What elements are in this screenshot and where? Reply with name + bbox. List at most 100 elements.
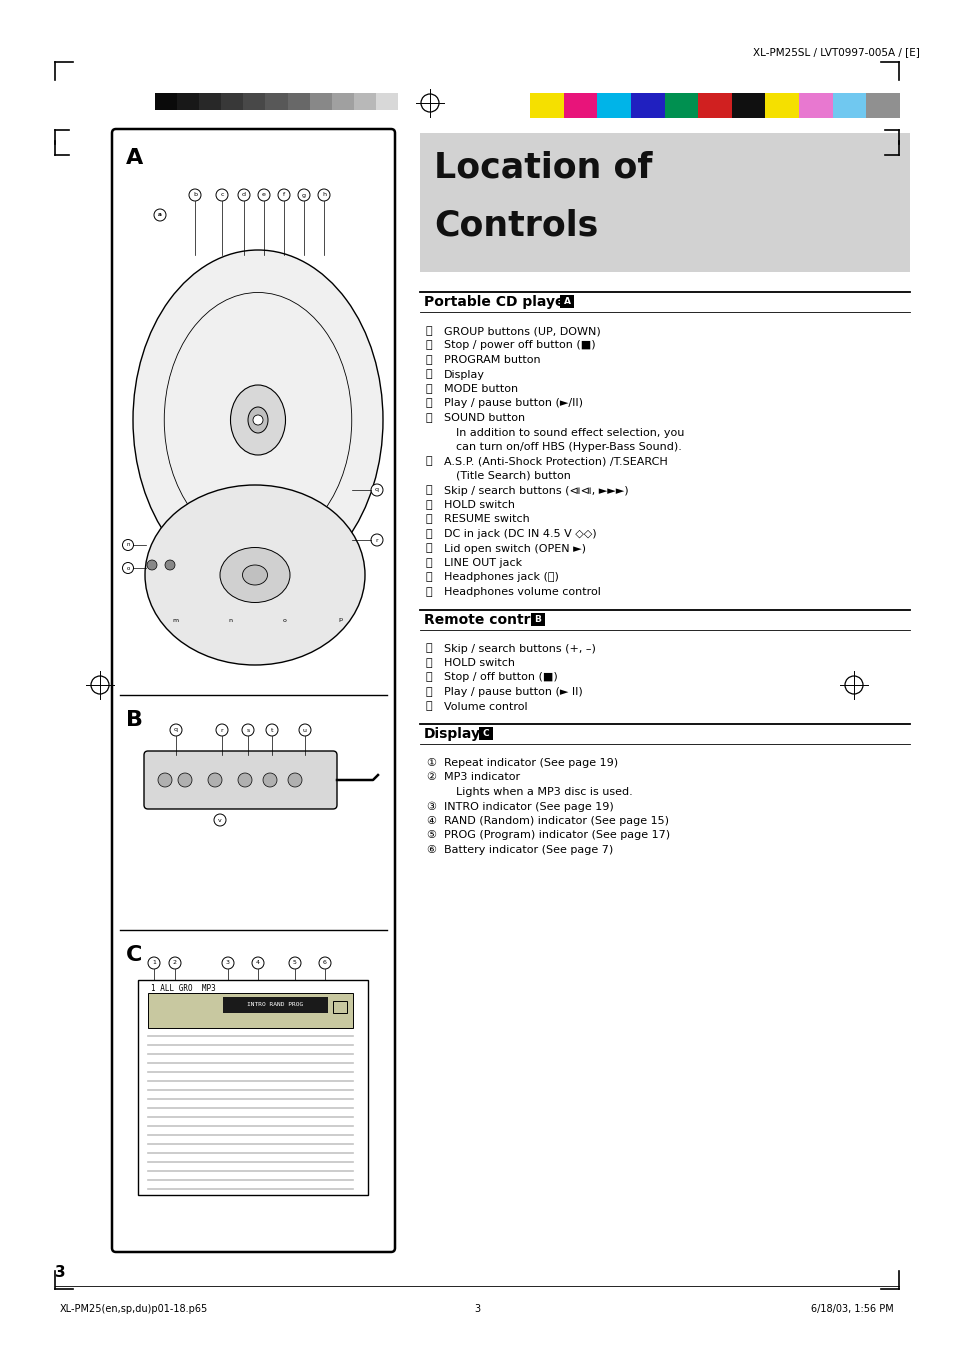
Text: n: n: [228, 617, 232, 623]
Text: GROUP buttons (UP, DOWN): GROUP buttons (UP, DOWN): [443, 326, 600, 336]
Text: s: s: [246, 727, 250, 732]
Text: A.S.P. (Anti-Shock Protection) /T.SEARCH: A.S.P. (Anti-Shock Protection) /T.SEARCH: [443, 457, 667, 466]
Text: INTRO RAND PROG: INTRO RAND PROG: [247, 1002, 303, 1008]
Text: ①: ①: [426, 758, 436, 767]
Text: 3: 3: [226, 961, 230, 966]
Text: Ⓗ: Ⓗ: [426, 457, 432, 466]
Bar: [287, 93, 310, 109]
Bar: [419, 132, 909, 272]
Text: Stop / power off button (■): Stop / power off button (■): [443, 340, 595, 350]
Text: c: c: [220, 192, 224, 197]
Bar: [664, 93, 698, 118]
Text: Ⓛ: Ⓛ: [426, 530, 432, 539]
Circle shape: [169, 957, 181, 969]
Text: ③: ③: [426, 801, 436, 812]
Bar: [354, 93, 375, 109]
Circle shape: [165, 561, 174, 570]
Text: Controls: Controls: [434, 208, 598, 242]
Bar: [223, 997, 328, 1013]
Text: Ⓙ: Ⓙ: [426, 500, 432, 509]
Text: Ⓞ: Ⓞ: [426, 573, 432, 582]
Text: 4: 4: [255, 961, 260, 966]
Text: Headphones volume control: Headphones volume control: [443, 586, 600, 597]
Text: t: t: [271, 727, 273, 732]
Text: q: q: [173, 727, 178, 732]
Text: PROG (Program) indicator (See page 17): PROG (Program) indicator (See page 17): [443, 831, 669, 840]
Bar: [375, 93, 397, 109]
Text: p: p: [337, 617, 341, 623]
Circle shape: [253, 415, 263, 426]
Text: 6: 6: [323, 961, 327, 966]
Ellipse shape: [145, 485, 365, 665]
Bar: [199, 93, 221, 109]
Circle shape: [148, 957, 160, 969]
Circle shape: [237, 773, 252, 788]
Text: Ⓠ: Ⓠ: [426, 643, 432, 654]
Text: Play / pause button (► II): Play / pause button (► II): [443, 688, 582, 697]
Circle shape: [215, 189, 228, 201]
Ellipse shape: [231, 385, 285, 455]
FancyBboxPatch shape: [112, 128, 395, 1252]
Circle shape: [224, 613, 235, 626]
Circle shape: [122, 539, 133, 550]
Text: r: r: [220, 727, 223, 732]
Text: 5: 5: [293, 961, 296, 966]
Text: ④: ④: [426, 816, 436, 825]
Text: q: q: [375, 488, 378, 493]
Circle shape: [371, 484, 382, 496]
Text: ⑥: ⑥: [426, 844, 436, 855]
Circle shape: [147, 561, 157, 570]
Text: HOLD switch: HOLD switch: [443, 658, 515, 667]
Bar: [177, 93, 199, 109]
Text: 2: 2: [172, 961, 177, 966]
Circle shape: [288, 773, 302, 788]
Text: h: h: [322, 192, 326, 197]
Bar: [563, 93, 597, 118]
Text: DC in jack (DC IN 4.5 V ◇◇): DC in jack (DC IN 4.5 V ◇◇): [443, 530, 596, 539]
Text: A: A: [563, 297, 570, 307]
Bar: [597, 93, 630, 118]
Text: m: m: [172, 617, 178, 623]
Text: RESUME switch: RESUME switch: [443, 515, 529, 524]
Bar: [138, 979, 368, 1196]
Text: Lid open switch (OPEN ►): Lid open switch (OPEN ►): [443, 543, 585, 554]
Circle shape: [169, 613, 181, 626]
Text: Display: Display: [443, 370, 484, 380]
Text: u: u: [303, 727, 307, 732]
Bar: [559, 295, 574, 308]
Bar: [698, 93, 731, 118]
Text: v: v: [218, 817, 222, 823]
Text: f: f: [283, 192, 285, 197]
Text: Repeat indicator (See page 19): Repeat indicator (See page 19): [443, 758, 618, 767]
Text: Stop / off button (■): Stop / off button (■): [443, 673, 558, 682]
Text: Skip / search buttons (+, –): Skip / search buttons (+, –): [443, 643, 596, 654]
Text: Lights when a MP3 disc is used.: Lights when a MP3 disc is used.: [456, 788, 632, 797]
Circle shape: [371, 534, 382, 546]
Text: C: C: [126, 944, 142, 965]
Bar: [148, 993, 353, 1028]
Bar: [478, 727, 493, 740]
Text: Ⓖ: Ⓖ: [426, 413, 432, 423]
Circle shape: [237, 189, 250, 201]
Ellipse shape: [220, 547, 290, 603]
Bar: [764, 93, 799, 118]
Text: RAND (Random) indicator (See page 15): RAND (Random) indicator (See page 15): [443, 816, 668, 825]
Circle shape: [252, 957, 264, 969]
Ellipse shape: [248, 407, 268, 434]
Text: Ⓕ: Ⓕ: [426, 399, 432, 408]
Text: ②: ②: [426, 773, 436, 782]
Text: Ⓝ: Ⓝ: [426, 558, 432, 567]
Circle shape: [215, 724, 228, 736]
Text: 1 ALL GRO  MP3: 1 ALL GRO MP3: [151, 984, 215, 993]
Text: Location of: Location of: [434, 151, 652, 185]
Bar: [832, 93, 865, 118]
Bar: [221, 93, 243, 109]
Text: 3: 3: [55, 1265, 66, 1279]
Text: d: d: [242, 192, 246, 197]
Text: HOLD switch: HOLD switch: [443, 500, 515, 509]
Text: Ⓘ: Ⓘ: [426, 485, 432, 496]
Text: Remote control: Remote control: [423, 612, 544, 627]
Circle shape: [257, 189, 270, 201]
Text: Skip / search buttons (⧏⧏, ►►►): Skip / search buttons (⧏⧏, ►►►): [443, 485, 628, 496]
Text: A: A: [126, 149, 143, 168]
